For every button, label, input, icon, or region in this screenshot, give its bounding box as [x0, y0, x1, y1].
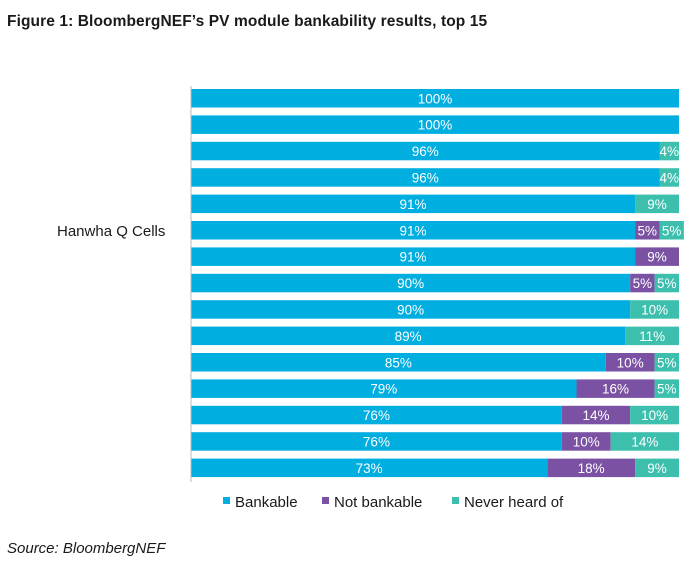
- data-label: 5%: [633, 276, 653, 291]
- data-label: 5%: [657, 355, 677, 370]
- data-label: 10%: [641, 408, 668, 423]
- bar-segment: [191, 273, 631, 293]
- bar-segment: [191, 458, 548, 478]
- bar-segment: [630, 405, 679, 425]
- data-label: 14%: [583, 408, 610, 423]
- bar-segment: [561, 432, 611, 451]
- bar-segment: [191, 405, 562, 425]
- data-label: 91%: [400, 197, 427, 212]
- bar-segment: [659, 168, 679, 187]
- data-label: 100%: [418, 91, 453, 106]
- data-label: 90%: [397, 302, 424, 317]
- bar-segment: [659, 141, 679, 161]
- bankability-chart: Hanwha Q Cells 100% 100% 96% 4% 96% 4% 91% 9% 91…: [57, 86, 684, 511]
- bar-segment: [191, 194, 636, 214]
- data-label: 91%: [400, 250, 427, 265]
- bar-segment: [654, 273, 679, 293]
- data-label: 96%: [412, 144, 439, 159]
- legend-label: Bankable: [235, 494, 298, 511]
- source-note: Source: BloombergNEF: [7, 540, 166, 557]
- data-label: 9%: [647, 461, 667, 476]
- data-label: 100%: [418, 118, 453, 133]
- bars-group: 100% 100% 96% 4% 96% 4% 91% 9% 91% 5% 5% 91% 9% 90% 5%…: [191, 89, 684, 478]
- bar-segment: [191, 326, 626, 346]
- bar-segment: [635, 247, 679, 266]
- legend-label: Not bankable: [334, 494, 422, 511]
- legend-swatch: [452, 497, 459, 504]
- data-label: 85%: [385, 355, 412, 370]
- bar-segment: [547, 458, 636, 478]
- legend-label: Never heard of: [464, 494, 564, 511]
- data-label: 76%: [363, 408, 390, 423]
- bar-segment: [630, 273, 655, 293]
- data-label: 5%: [657, 276, 677, 291]
- legend-swatch: [322, 497, 329, 504]
- data-label: 10%: [617, 355, 644, 370]
- category-label: Hanwha Q Cells: [57, 223, 165, 240]
- data-label: 9%: [647, 250, 667, 265]
- bar-segment: [191, 168, 660, 187]
- data-label: 90%: [397, 276, 424, 291]
- data-label: 14%: [631, 434, 658, 449]
- bar-segment: [635, 221, 660, 240]
- bar-segment: [191, 300, 631, 319]
- legend-swatch: [223, 497, 230, 504]
- bar-segment: [191, 432, 562, 451]
- legend: Bankable Not bankable Never heard of: [223, 494, 564, 511]
- bar-segment: [561, 405, 631, 425]
- data-label: 18%: [578, 461, 605, 476]
- bar-segment: [191, 379, 577, 398]
- data-label: 89%: [395, 329, 422, 344]
- bar-segment: [191, 115, 679, 134]
- bar-segment: [191, 221, 636, 240]
- data-label: 73%: [356, 461, 383, 476]
- data-label: 10%: [573, 434, 600, 449]
- data-label: 91%: [400, 223, 427, 238]
- bar-segment: [191, 89, 679, 108]
- data-label: 79%: [370, 382, 397, 397]
- data-label: 76%: [363, 434, 390, 449]
- bar-segment: [610, 432, 679, 451]
- bar-segment: [654, 379, 679, 398]
- data-label: 4%: [659, 170, 679, 185]
- data-label: 5%: [657, 382, 677, 397]
- data-label: 4%: [659, 144, 679, 159]
- bar-segment: [191, 353, 606, 372]
- data-label: 9%: [647, 197, 667, 212]
- figure-title: Figure 1: BloombergNEF’s PV module banka…: [7, 13, 488, 30]
- bar-segment: [576, 379, 655, 398]
- bar-segment: [635, 458, 679, 478]
- data-label: 10%: [641, 302, 668, 317]
- data-label: 11%: [639, 329, 665, 344]
- data-label: 96%: [412, 170, 439, 185]
- bar-segment: [191, 141, 660, 161]
- data-label: 5%: [638, 223, 658, 238]
- bar-segment: [635, 194, 679, 214]
- bar-segment: [659, 221, 684, 240]
- data-label: 5%: [662, 223, 682, 238]
- bar-segment: [605, 353, 655, 372]
- data-label: 16%: [602, 382, 629, 397]
- bar-segment: [625, 326, 679, 346]
- bar-segment: [191, 247, 636, 266]
- bar-segment: [654, 353, 679, 372]
- bar-segment: [630, 300, 679, 319]
